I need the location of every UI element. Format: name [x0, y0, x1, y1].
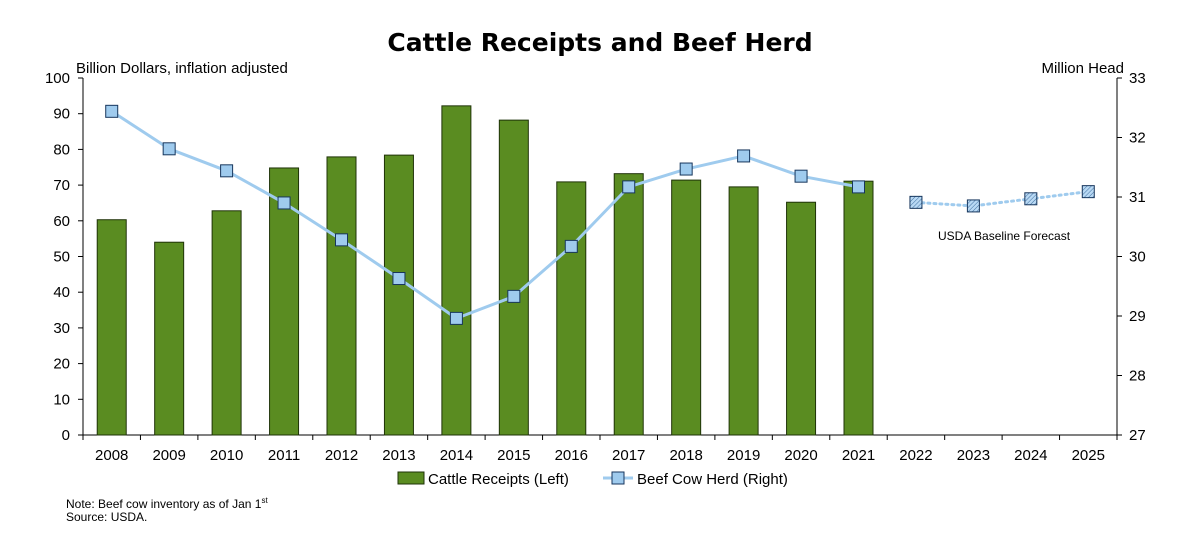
herd-marker: [392, 272, 406, 286]
x-tick-label: 2014: [440, 447, 473, 464]
legend-line-label: Beef Cow Herd (Right): [637, 471, 788, 488]
right-tick-label: 28: [1129, 368, 1146, 385]
x-tick-label: 2012: [325, 447, 358, 464]
bar: [211, 210, 242, 436]
left-tick-label: 40: [53, 284, 70, 301]
x-tick-label: 2016: [555, 447, 588, 464]
herd-marker: [679, 162, 693, 176]
x-tick-label: 2023: [957, 447, 990, 464]
herd-marker: [277, 196, 291, 210]
left-tick-label: 100: [45, 70, 70, 87]
herd-marker: [105, 104, 119, 118]
forecast-marker: [909, 195, 923, 209]
x-tick-label: 2021: [842, 447, 875, 464]
x-tick-label: 2011: [268, 447, 300, 464]
herd-marker: [335, 233, 348, 247]
bar: [441, 105, 472, 436]
bar: [498, 119, 529, 436]
herd-marker: [622, 180, 636, 194]
left-tick-label: 90: [53, 106, 70, 123]
x-tick-label: 2019: [727, 447, 760, 464]
herd-marker: [220, 164, 234, 178]
legend-line-marker: [611, 471, 625, 485]
herd-marker: [852, 180, 865, 194]
bar: [96, 219, 127, 436]
x-tick-label: 2015: [497, 447, 530, 464]
x-tick-label: 2010: [210, 447, 243, 464]
bar: [326, 156, 357, 436]
x-tick-label: 2025: [1072, 447, 1105, 464]
bar: [383, 154, 414, 436]
bar: [154, 241, 185, 436]
left-tick-label: 80: [53, 141, 70, 158]
forecast-annotation: USDA Baseline Forecast: [938, 229, 1071, 243]
x-tick-label: 2017: [612, 447, 645, 464]
source-text: Source: USDA.: [66, 510, 148, 524]
x-tick-label: 2020: [784, 447, 817, 464]
left-tick-label: 0: [62, 427, 70, 444]
bar: [728, 186, 759, 436]
x-tick-label: 2009: [152, 447, 185, 464]
legend-bar-label: Cattle Receipts (Left): [428, 471, 569, 488]
right-tick-label: 27: [1129, 427, 1146, 444]
chart-title: Cattle Receipts and Beef Herd: [387, 28, 813, 57]
x-tick-label: 2022: [899, 447, 932, 464]
left-tick-label: 10: [53, 391, 70, 408]
x-tick-label: 2008: [95, 447, 128, 464]
x-tick-label: 2013: [382, 447, 415, 464]
left-tick-label: 70: [53, 177, 70, 194]
right-axis-title: Million Head: [1041, 60, 1124, 77]
herd-line: [110, 110, 859, 320]
herd-marker: [737, 149, 751, 163]
right-tick-label: 30: [1129, 249, 1146, 266]
herd-marker: [794, 169, 808, 183]
right-tick-label: 32: [1129, 130, 1146, 147]
bar: [843, 180, 874, 436]
herd-marker: [564, 239, 578, 253]
bar: [556, 181, 587, 436]
forecast-marker: [1024, 192, 1038, 206]
herd-marker: [507, 289, 521, 303]
legend-bar-swatch: [397, 471, 425, 485]
bar: [671, 179, 702, 436]
bar: [786, 201, 817, 436]
note-text: Note: Beef cow inventory as of Jan 1st: [66, 496, 268, 511]
herd-marker: [449, 311, 463, 325]
x-tick-label: 2018: [669, 447, 702, 464]
left-tick-label: 30: [53, 320, 70, 337]
bar: [613, 173, 644, 436]
forecast-line: [914, 190, 1090, 208]
left-tick-label: 50: [53, 249, 70, 266]
right-tick-label: 31: [1129, 189, 1146, 206]
left-axis-title: Billion Dollars, inflation adjusted: [76, 60, 288, 77]
herd-marker: [162, 142, 176, 156]
forecast-marker: [966, 199, 980, 213]
right-tick-label: 33: [1129, 70, 1146, 87]
left-tick-label: 20: [53, 356, 70, 373]
right-tick-label: 29: [1129, 308, 1146, 325]
forecast-marker: [1081, 185, 1095, 199]
left-tick-label: 60: [53, 213, 70, 230]
x-tick-label: 2024: [1014, 447, 1047, 464]
bar: [269, 167, 300, 436]
